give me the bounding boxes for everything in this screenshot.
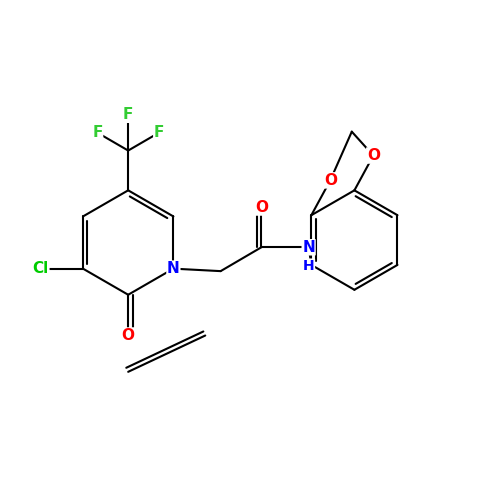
- Text: F: F: [92, 125, 102, 140]
- Text: N: N: [167, 261, 180, 276]
- Text: O: O: [324, 173, 337, 188]
- Text: F: F: [154, 125, 164, 140]
- Text: Cl: Cl: [32, 261, 49, 276]
- Text: F: F: [123, 108, 134, 122]
- Text: O: O: [255, 200, 268, 215]
- Text: O: O: [367, 148, 380, 163]
- Text: N: N: [302, 240, 315, 255]
- Text: H: H: [303, 259, 314, 273]
- Text: O: O: [122, 328, 134, 343]
